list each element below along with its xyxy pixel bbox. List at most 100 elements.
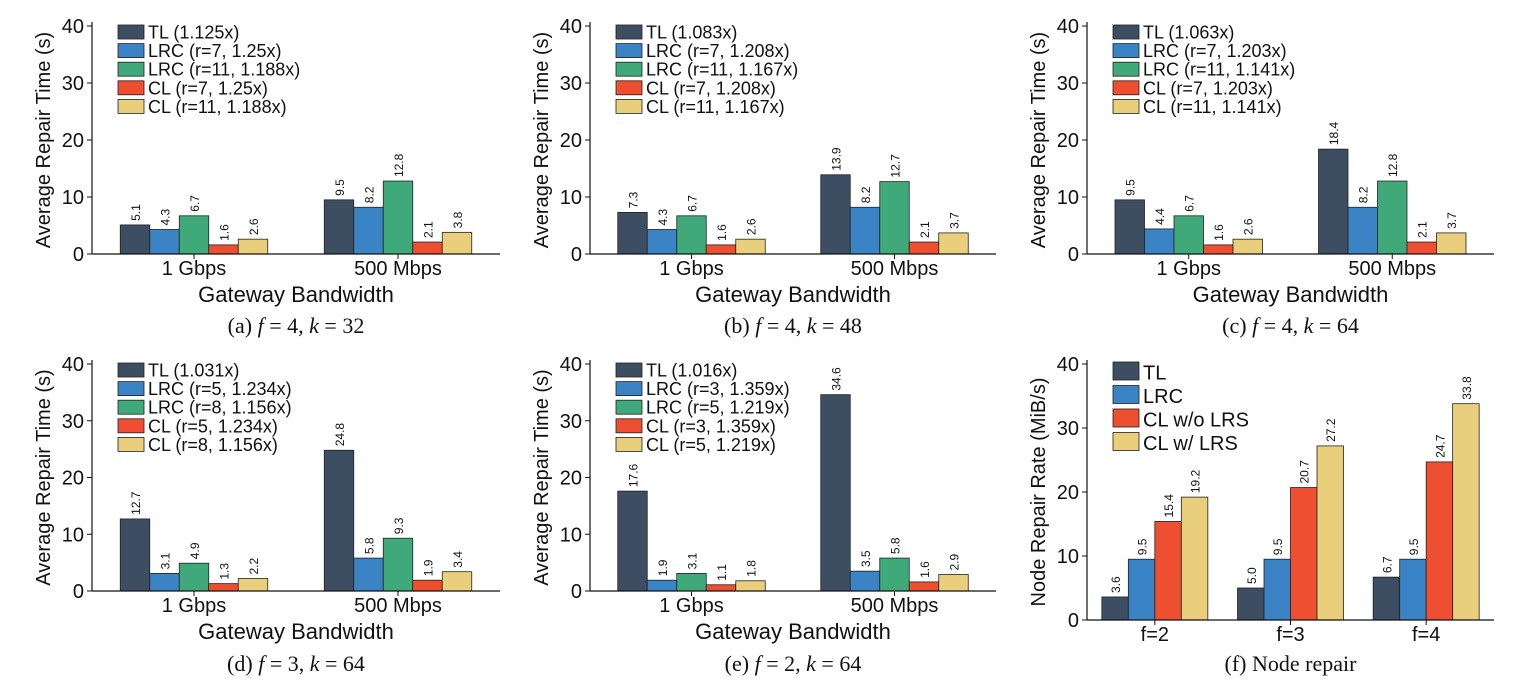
data-label: 5.8 <box>889 537 903 554</box>
bar <box>676 215 707 255</box>
y-tick-label: 10 <box>62 524 84 546</box>
legend-label: CL (r=11, 1.167x) <box>646 97 785 117</box>
y-tick-label: 30 <box>560 73 582 95</box>
bar <box>382 537 414 592</box>
data-label: 4.3 <box>159 208 173 225</box>
bar <box>1154 521 1182 621</box>
legend-swatch <box>1112 385 1140 404</box>
chart-6: 0 10 20 30 40 Node Repair Rate (MiB/s) 3.6 9.5 1… <box>1028 354 1494 676</box>
legend-label: LRC <box>1143 386 1183 408</box>
legend-label: LRC (r=8, 1.156x) <box>148 398 292 418</box>
legend-swatch <box>117 24 145 40</box>
data-label: 8.2 <box>859 186 873 203</box>
legend-swatch <box>1112 408 1140 428</box>
caption: (d) f = 3, k = 64 <box>227 651 365 676</box>
y-tick-label: 30 <box>1057 73 1079 95</box>
bar <box>1406 241 1437 255</box>
bar <box>1127 558 1156 621</box>
bar <box>646 229 678 255</box>
bar <box>1452 403 1480 621</box>
data-label: 8.2 <box>1357 186 1371 203</box>
legend-label: CL (r=11, 1.141x) <box>1143 97 1282 117</box>
bar <box>676 573 707 592</box>
legend-swatch <box>615 362 643 378</box>
bar <box>820 174 851 255</box>
data-label: 3.5 <box>859 550 873 567</box>
data-label: 1.6 <box>918 561 932 578</box>
data-label: 15.4 <box>1162 494 1176 518</box>
data-label: 5.8 <box>363 537 377 554</box>
legend-label: CL (r=3, 1.359x) <box>646 416 776 436</box>
data-label: 2.2 <box>247 558 261 575</box>
data-label: 4.3 <box>656 208 670 225</box>
data-label: 9.5 <box>1136 538 1150 555</box>
x-axis-label: Gateway Bandwidth <box>695 282 891 307</box>
data-label: 12.7 <box>889 154 903 178</box>
legend-swatch <box>615 418 643 434</box>
legend-label: TL (1.125x) <box>148 23 239 43</box>
bar <box>908 241 940 255</box>
x-tick-label: 1 Gbps <box>1157 258 1221 280</box>
data-label: 6.7 <box>1380 556 1394 573</box>
x-axis-label: Gateway Bandwidth <box>198 619 394 644</box>
data-label: 1.8 <box>745 560 759 577</box>
y-tick-label: 30 <box>62 411 84 433</box>
y-tick-label: 40 <box>62 16 84 38</box>
legend-label: CL w/o LRS <box>1143 410 1249 432</box>
caption: (b) f = 4, k = 48 <box>724 313 862 338</box>
y-tick-label: 10 <box>1057 187 1079 209</box>
y-tick-label: 20 <box>560 468 582 490</box>
data-label: 1.6 <box>1212 224 1226 241</box>
data-label: 12.7 <box>129 491 143 515</box>
data-label: 24.7 <box>1433 434 1447 458</box>
legend-label: TL (1.063x) <box>1143 23 1234 43</box>
legend-label: LRC (r=3, 1.359x) <box>646 379 790 399</box>
chart-3: 0 10 20 30 40 Average Repair Time (s) 9.5 4.4 6.… <box>1028 16 1494 338</box>
legend-label: LRC (r=11, 1.167x) <box>646 60 798 80</box>
legend-label: LRC (r=11, 1.141x) <box>1143 60 1295 80</box>
data-label: 4.9 <box>188 542 202 559</box>
y-tick-label: 30 <box>560 411 582 433</box>
y-tick-label: 40 <box>62 354 84 376</box>
data-label: 8.2 <box>363 186 377 203</box>
y-tick-label: 40 <box>560 354 582 376</box>
data-label: 19.2 <box>1189 469 1203 493</box>
bar <box>617 490 648 592</box>
bar <box>119 518 151 592</box>
y-tick-label: 30 <box>62 73 84 95</box>
bar <box>1436 232 1467 255</box>
y-tick-label: 0 <box>73 581 84 603</box>
y-tick-label: 10 <box>560 524 582 546</box>
data-label: 3.4 <box>451 551 465 568</box>
data-label: 1.9 <box>656 559 670 576</box>
data-label: 3.6 <box>1109 576 1123 593</box>
y-tick-label: 20 <box>1057 482 1079 504</box>
legend-label: TL (1.083x) <box>646 23 737 43</box>
y-axis-label: Average Repair Time (s) <box>531 369 553 585</box>
bar <box>1318 148 1349 255</box>
y-tick-label: 40 <box>1057 16 1079 38</box>
x-tick-label: f=3 <box>1276 624 1304 646</box>
bar <box>705 584 737 592</box>
legend-swatch <box>1112 61 1140 77</box>
bar <box>1203 244 1234 255</box>
legend-label: TL (1.031x) <box>148 361 239 381</box>
bar <box>646 579 678 592</box>
legend-label: CL (r=7, 1.208x) <box>646 78 776 98</box>
bar <box>1232 238 1263 255</box>
y-tick-label: 10 <box>560 187 582 209</box>
bar <box>735 580 766 592</box>
y-axis-label: Average Repair Time (s) <box>33 369 55 585</box>
legend-swatch <box>1112 99 1140 114</box>
y-tick-label: 20 <box>62 130 84 152</box>
bar <box>412 579 443 592</box>
caption: (c) f = 4, k = 64 <box>1222 313 1359 338</box>
data-label: 6.7 <box>188 195 202 212</box>
x-tick-label: 500 Mbps <box>851 258 939 280</box>
bar <box>1173 215 1204 255</box>
bar <box>735 238 766 255</box>
legend-label: LRC (r=5, 1.234x) <box>148 379 292 399</box>
legend-swatch <box>117 99 145 114</box>
y-tick-label: 10 <box>62 187 84 209</box>
x-tick-label: 500 Mbps <box>354 595 442 617</box>
